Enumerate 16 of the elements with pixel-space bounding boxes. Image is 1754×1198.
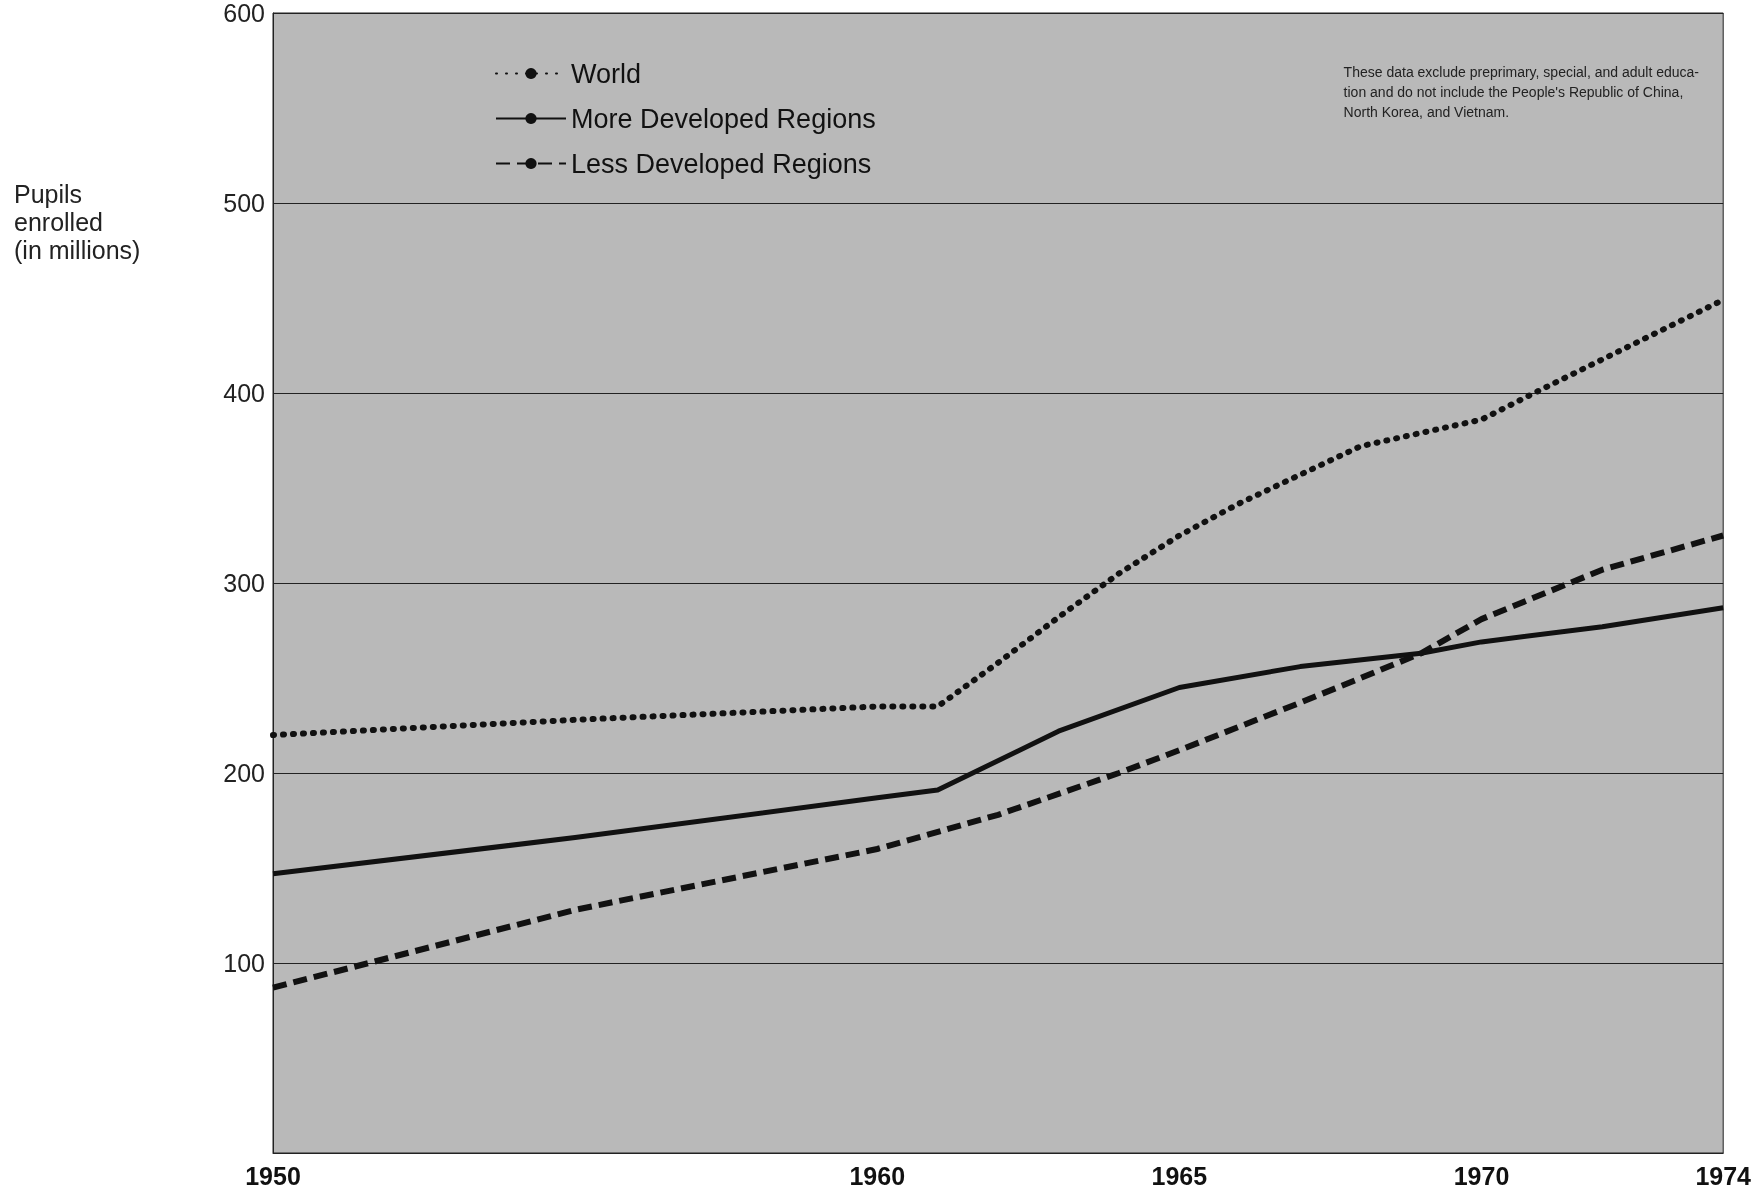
x-tick-label: 1965	[1151, 1161, 1208, 1190]
y-tick-label: 300	[223, 569, 265, 597]
y-tick-label: 100	[223, 949, 265, 977]
x-tick-label: 1970	[1453, 1161, 1510, 1190]
y-tick-label: 200	[223, 759, 265, 787]
legend-label: Less Developed Regions	[571, 148, 872, 179]
legend-label: More Developed Regions	[571, 103, 876, 134]
y-tick-label: 500	[223, 189, 265, 217]
x-tick-label: 1950	[245, 1161, 301, 1190]
annotation: These data exclude preprimary, special, and adult educa- tion and do not include the People's Republic of China, North Korea, and Vietnam.	[1343, 64, 1700, 120]
y-tick-label: 600	[223, 0, 265, 27]
y-tick-label: 400	[223, 379, 265, 407]
y-axis-title: Pupils enrolled (in millions)	[14, 180, 141, 264]
legend-label: World	[571, 58, 642, 89]
x-tick-label: 1974	[1695, 1161, 1752, 1190]
x-tick-label: 1960	[849, 1161, 906, 1190]
